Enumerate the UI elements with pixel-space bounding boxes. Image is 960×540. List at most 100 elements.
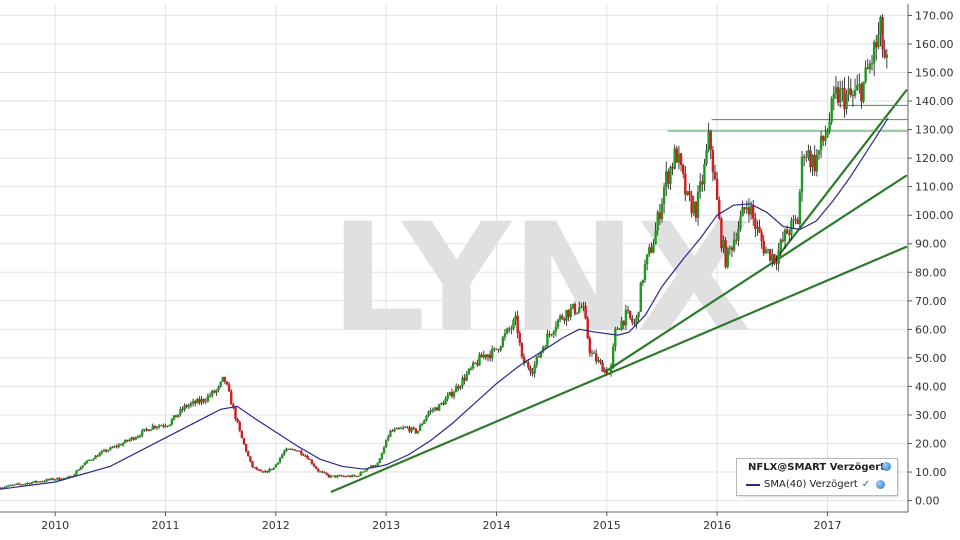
candle-body <box>567 309 570 317</box>
candle-body <box>300 450 303 455</box>
candle-body <box>429 410 432 412</box>
check-icon[interactable]: ✓ <box>861 479 871 490</box>
candle-body <box>81 465 84 468</box>
candle-body <box>633 322 636 324</box>
candle-body <box>578 307 581 313</box>
candle-body <box>140 430 144 436</box>
candle-body <box>11 484 14 486</box>
candle-body <box>618 328 621 330</box>
sma-line <box>0 117 889 490</box>
candle-body <box>382 447 386 454</box>
candle-body <box>39 481 42 483</box>
candle-body <box>177 414 180 418</box>
candle-body <box>745 207 749 210</box>
globe-icon[interactable] <box>882 462 891 471</box>
y-tick-label: 90.00 <box>915 238 947 251</box>
candle-body <box>735 239 738 241</box>
candle-body <box>102 449 106 452</box>
candle-body <box>819 135 823 151</box>
candle-body <box>435 407 439 411</box>
candle-body <box>824 136 827 141</box>
candle-body <box>798 192 802 224</box>
candle-body <box>658 212 662 220</box>
candle-body <box>607 373 611 375</box>
candle-body <box>463 377 466 381</box>
candle-body <box>805 157 808 159</box>
candle-body <box>480 354 483 358</box>
legend-row-sma[interactable]: SMA(40) Verzögert ✓ <box>746 479 886 490</box>
candle-body <box>592 352 596 354</box>
candle-body <box>336 475 339 478</box>
candle-body <box>779 239 782 251</box>
candle-body <box>94 455 97 460</box>
candle-body <box>123 439 127 443</box>
candle-body <box>149 429 152 432</box>
candle-body <box>244 444 248 452</box>
candle-body <box>280 454 284 458</box>
candle-body <box>879 16 882 35</box>
candle-body <box>183 405 186 410</box>
candle-body <box>401 427 405 429</box>
candle-body <box>111 447 114 449</box>
x-tick-label: 2012 <box>262 519 290 532</box>
candle-body <box>238 421 241 431</box>
candle-body <box>30 482 34 485</box>
x-tick-label: 2011 <box>151 519 179 532</box>
candle-body <box>28 482 31 485</box>
candle-body <box>858 84 861 86</box>
candle-body <box>395 427 398 430</box>
candle-body <box>79 467 82 471</box>
candle-body <box>289 449 292 451</box>
candle-body <box>533 364 536 374</box>
candle-body <box>643 264 647 280</box>
candle-body <box>162 425 165 427</box>
candle-body <box>756 226 759 229</box>
y-tick-label: 140.00 <box>915 95 954 108</box>
candle-body <box>561 315 564 319</box>
candle-body <box>584 305 587 319</box>
candle-body <box>26 482 29 484</box>
globe-icon[interactable] <box>876 480 886 489</box>
candle-body <box>225 381 229 385</box>
candle-body <box>711 149 715 172</box>
candle-body <box>832 93 836 99</box>
candle-body <box>227 384 231 392</box>
candle-body <box>221 376 224 382</box>
candle-body <box>482 354 485 358</box>
candle-body <box>817 150 821 155</box>
candle-body <box>783 229 787 241</box>
candle-body <box>317 468 320 472</box>
candle-body <box>406 427 409 429</box>
candle-body <box>249 456 252 462</box>
candle-body <box>304 455 307 457</box>
candle-body <box>181 408 184 410</box>
candle-body <box>785 229 789 234</box>
candle-body <box>834 87 838 94</box>
candle-body <box>410 427 413 432</box>
candle-body <box>488 354 492 359</box>
candle-body <box>274 464 278 468</box>
candle-body <box>355 476 358 478</box>
candle-body <box>13 484 17 486</box>
candle-body <box>461 377 464 387</box>
candle-body <box>565 309 568 321</box>
candle-body <box>452 392 456 397</box>
candle-body <box>319 471 322 473</box>
candle-body <box>450 391 454 397</box>
legend[interactable]: NFLX@SMART Verzögert SMA(40) Verzögert ✓ <box>736 458 898 496</box>
candle-body <box>363 470 367 472</box>
candle-body <box>444 398 447 405</box>
candle-body <box>83 462 87 466</box>
sma-swatch <box>746 483 760 486</box>
candle-body <box>215 390 218 393</box>
candle-body <box>573 303 577 314</box>
candle-body <box>681 165 685 174</box>
candle-body <box>586 318 589 338</box>
candle-body <box>726 247 729 267</box>
candle-body <box>478 354 481 366</box>
candle-body <box>321 471 324 473</box>
candle-body <box>291 449 294 451</box>
candle-body <box>359 472 362 476</box>
watermark-text: LYNX <box>330 192 752 366</box>
